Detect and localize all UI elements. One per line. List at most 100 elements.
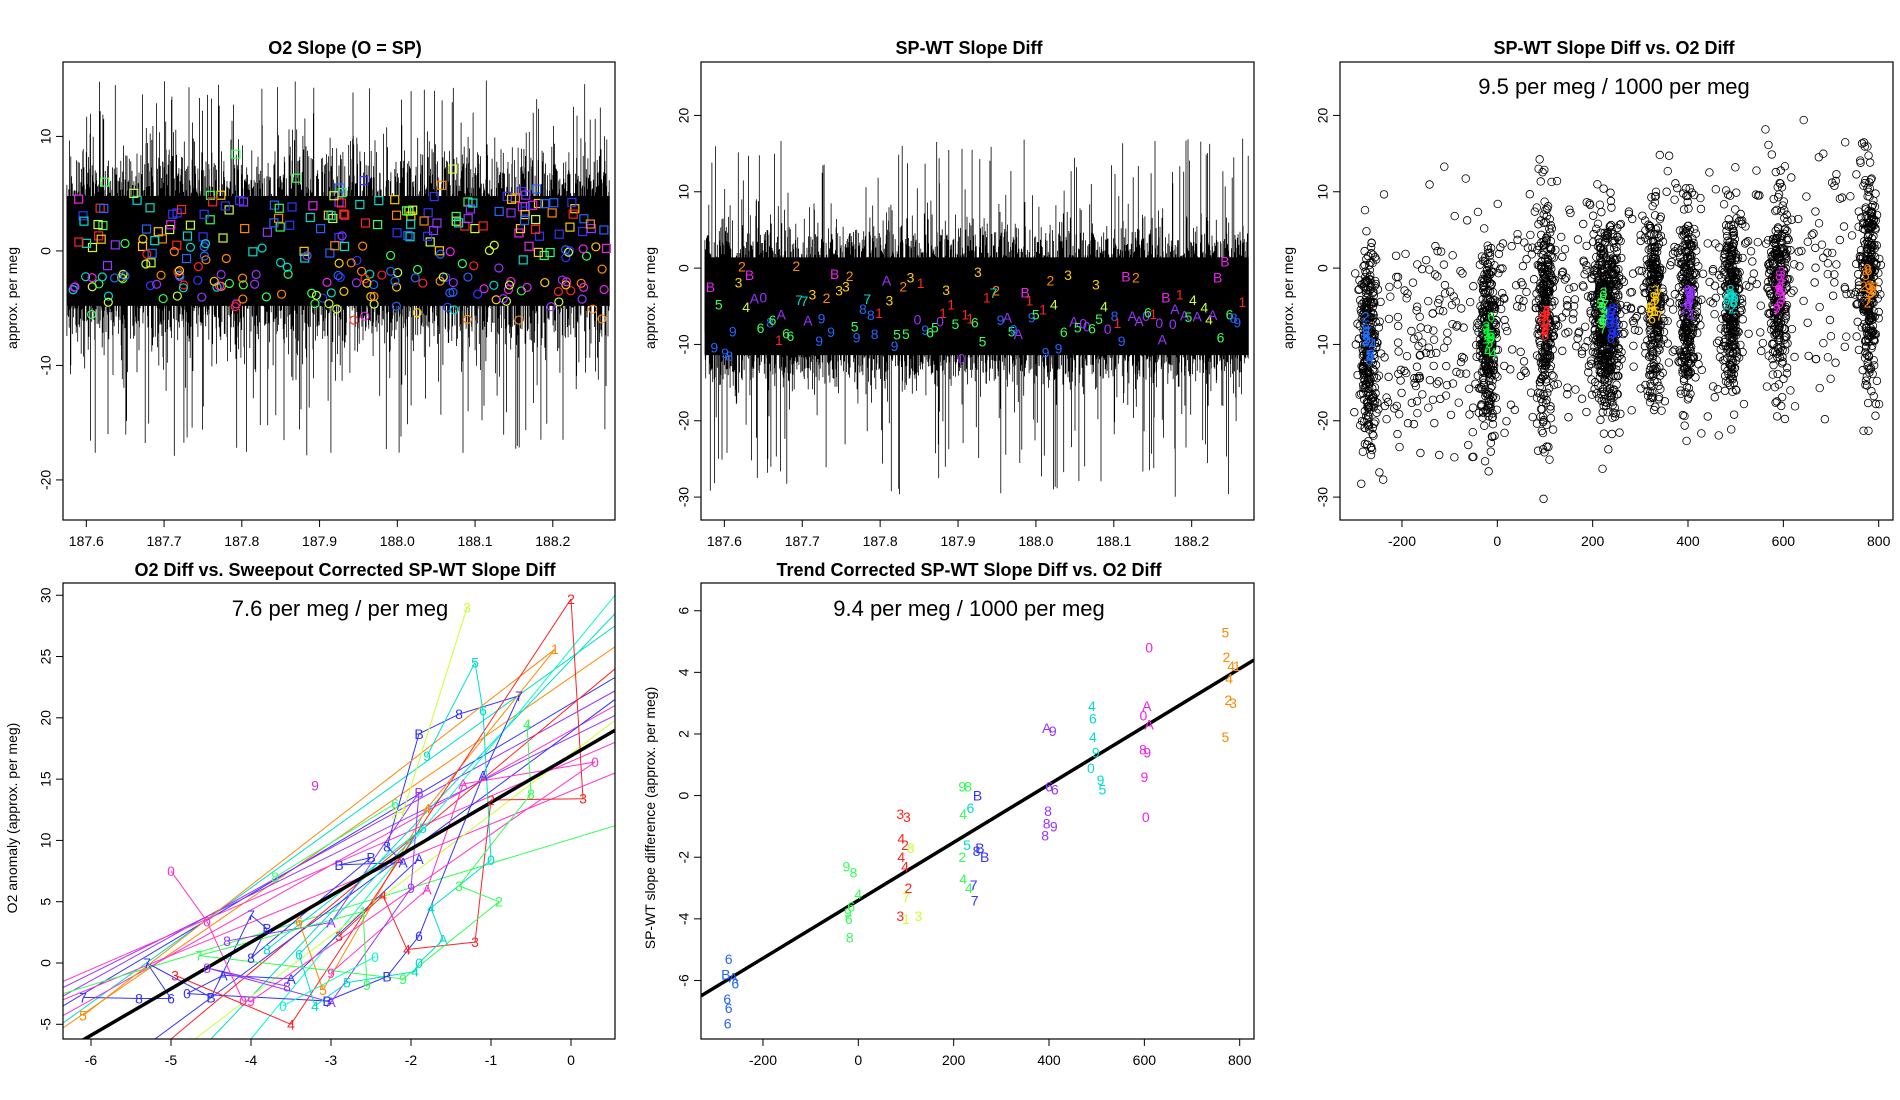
point-label: 8 <box>850 865 858 881</box>
point-label: 6 <box>1060 324 1068 340</box>
scatter-point <box>1428 309 1437 318</box>
scatter-point <box>1873 294 1882 303</box>
scatter-point <box>1647 193 1656 202</box>
scatter-point <box>1815 302 1824 312</box>
point-label: 7 <box>247 907 255 923</box>
regression-line <box>81 728 615 1039</box>
panel-sp-wt-vs-o2-diff: SP-WT Slope Diff vs. O2 Diff 9.5 per meg… <box>1280 38 1894 549</box>
square-point <box>330 241 340 251</box>
point-label: 2 <box>904 880 912 896</box>
series-segment <box>298 827 424 955</box>
point-label: A <box>750 290 760 306</box>
series-segment <box>418 713 460 735</box>
cluster-label: 6 <box>1648 311 1656 327</box>
scatter-point <box>1675 226 1685 235</box>
scatter-point <box>1835 194 1845 203</box>
scatter-point <box>1769 360 1778 370</box>
cluster-label: 8 <box>1363 328 1371 344</box>
scatter-point <box>1456 266 1465 276</box>
square-point <box>220 201 230 211</box>
scatter-point <box>1736 303 1746 313</box>
scatter-point <box>1647 259 1656 268</box>
scatter-point <box>1683 365 1693 375</box>
y-tick-label: 30 <box>38 587 54 603</box>
scatter-point <box>1511 281 1521 290</box>
scatter-point <box>1867 331 1876 341</box>
cluster-label: 4 <box>1687 308 1695 324</box>
scatter-point <box>1598 464 1607 474</box>
point-label: 7 <box>79 989 87 1005</box>
scatter-point <box>1823 259 1833 268</box>
scatter-point <box>1478 344 1488 353</box>
scatter-point <box>1648 293 1658 302</box>
y-tick-label: 5 <box>38 898 54 906</box>
circle-point <box>103 291 114 301</box>
point-label: 1 <box>917 275 925 291</box>
square-point <box>554 229 564 239</box>
cluster-label: 7 <box>1773 283 1781 299</box>
point-label: 6 <box>782 325 790 341</box>
scatter-point <box>1608 387 1618 396</box>
scatter-point <box>1865 192 1874 201</box>
scatter-point <box>1495 297 1505 307</box>
point-label: 9 <box>363 977 371 993</box>
point-label: 5 <box>893 326 901 342</box>
point-label: 9 <box>399 971 407 987</box>
circle-point <box>553 286 563 297</box>
point-label: 4 <box>854 886 862 902</box>
circle-point <box>110 273 120 283</box>
scatter-point <box>1617 275 1627 284</box>
scatter-point <box>1367 445 1377 455</box>
scatter-point <box>1465 297 1475 307</box>
scatter-point <box>1758 338 1768 348</box>
point-label: 1 <box>1039 302 1047 318</box>
square-point <box>141 224 152 234</box>
series-fit-line <box>63 714 615 988</box>
circle-point <box>435 249 445 259</box>
scatter-point <box>1620 328 1629 337</box>
scatter-point <box>1468 403 1478 412</box>
scatter-point <box>1862 281 1871 290</box>
cluster-label: 7 <box>1601 296 1609 312</box>
series-segment <box>226 922 332 942</box>
scatter-point <box>1414 332 1423 341</box>
scatter-point <box>1787 215 1796 224</box>
scatter-point <box>1582 261 1591 270</box>
point-label: A <box>1069 314 1079 330</box>
panel-title: SP-WT Slope Diff <box>896 38 1044 58</box>
circle-point <box>199 251 210 261</box>
scatter-point <box>1547 297 1556 307</box>
scatter-point <box>1732 346 1741 355</box>
point-label: 5 <box>902 326 910 342</box>
scatter-point <box>1811 243 1820 253</box>
cluster-label: 3 <box>1652 282 1660 298</box>
scatter-point <box>1605 349 1614 358</box>
scatter-point <box>1593 268 1602 277</box>
scatter-point <box>1781 308 1790 317</box>
scatter-point <box>1586 309 1595 318</box>
scatter-point <box>1731 341 1740 350</box>
scatter-point <box>1846 289 1856 299</box>
scatter-point <box>1718 314 1727 324</box>
cluster-label: 6 <box>1607 308 1615 324</box>
square-point <box>579 214 589 224</box>
circle-point <box>566 286 576 296</box>
point-label: 4 <box>311 998 319 1014</box>
scatter-point <box>1609 408 1618 418</box>
scatter-point <box>1578 281 1588 290</box>
scatter-point <box>1479 283 1488 292</box>
scatter-point <box>1370 366 1379 375</box>
circle-point <box>358 241 368 251</box>
scatter-point <box>1782 369 1792 378</box>
scatter-point <box>1864 187 1873 196</box>
scatter-point <box>1482 270 1492 279</box>
scatter-point <box>1840 283 1849 292</box>
scatter-point <box>1679 374 1689 384</box>
point-label: 2 <box>495 894 503 910</box>
scatter-point <box>1722 231 1732 241</box>
point-label: 2 <box>823 290 831 306</box>
scatter-point <box>1549 372 1558 381</box>
scatter-point <box>1738 315 1747 324</box>
point-label: 9 <box>311 777 319 793</box>
scatter-point <box>1366 450 1376 460</box>
